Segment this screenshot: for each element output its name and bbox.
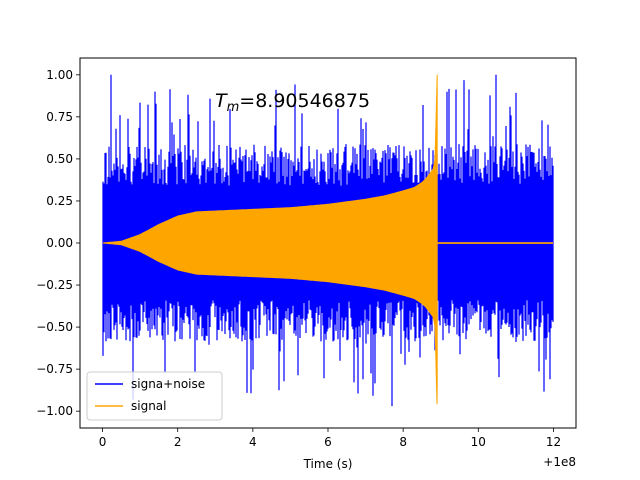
y-tick-label: −0.25 [36,278,73,292]
x-offset-label: +1e8 [543,455,576,469]
legend-label-signal: signal [131,399,167,413]
x-axis-label: Time (s) [303,457,353,471]
series-signal-tail [437,242,553,244]
y-tick-label: 1.00 [46,68,73,82]
x-tick-label: 0 [99,435,107,449]
x-axis-ticks: 0 2 4 6 8 10 12 [99,428,561,449]
y-tick-label: −1.00 [36,404,73,418]
series-signal-band [102,74,438,405]
x-tick-label: 10 [471,435,486,449]
x-tick-label: 8 [399,435,407,449]
legend-label-noisy: signa+noise [131,377,205,391]
x-tick-label: 2 [174,435,182,449]
annotation-value: =8.90546875 [239,90,370,112]
y-tick-label: −0.50 [36,320,73,334]
annotation-var: T [215,90,228,112]
x-tick-label: 12 [546,435,561,449]
plot-data [102,74,554,407]
y-tick-label: 0.00 [46,236,73,250]
y-tick-label: −0.75 [36,362,73,376]
x-tick-label: 4 [249,435,257,449]
y-axis-ticks: −1.00 −0.75 −0.50 −0.25 0.00 0.25 0.50 0.75 1.00 [36,68,80,418]
x-tick-label: 6 [324,435,332,449]
legend: signa+noise signal [86,371,223,421]
chart-annotation: Tm=8.90546875 [215,90,370,115]
y-tick-label: 0.50 [46,152,73,166]
annotation-subscript: m [227,100,240,115]
y-tick-label: 0.75 [46,110,73,124]
y-tick-label: 0.25 [46,194,73,208]
